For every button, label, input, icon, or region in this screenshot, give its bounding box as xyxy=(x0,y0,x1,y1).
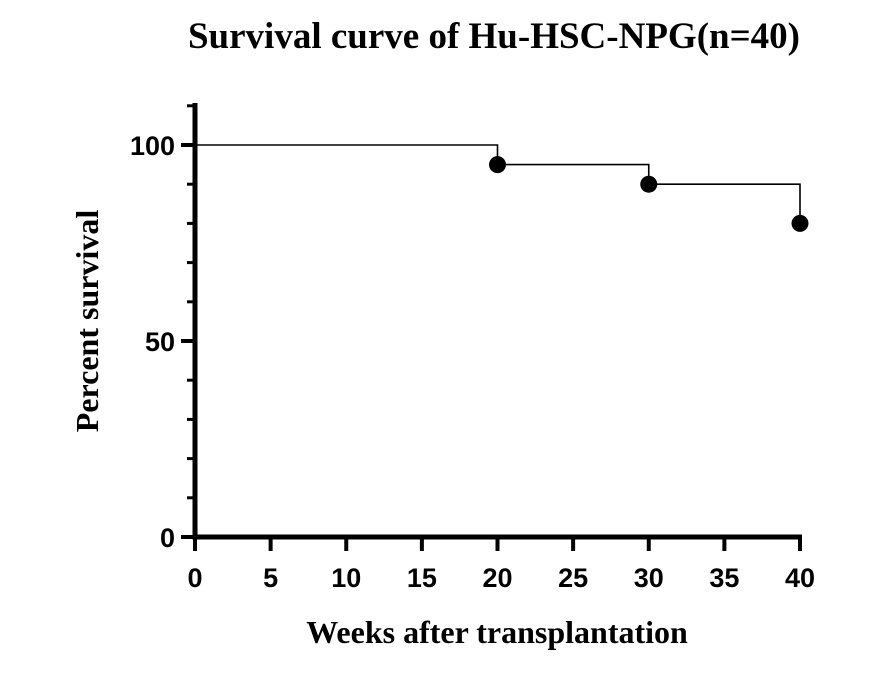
x-tick-label: 0 xyxy=(187,563,202,593)
x-tick-label: 15 xyxy=(407,563,437,593)
survival-point xyxy=(640,175,658,193)
survival-point xyxy=(489,156,506,174)
x-axis-label: Weeks after transplantation xyxy=(306,614,688,650)
x-tick-label: 40 xyxy=(785,563,815,593)
y-axis-label: Percent survival xyxy=(69,210,105,433)
x-tick-label: 30 xyxy=(634,563,664,593)
plot-area: 0 50 100 0 5 10 15 20 25 30 35 40 xyxy=(130,103,815,593)
x-tick-label: 20 xyxy=(482,563,512,593)
y-tick-label: 50 xyxy=(145,327,175,357)
x-tick-label: 25 xyxy=(558,563,588,593)
chart-title: Survival curve of Hu-HSC-NPG(n=40) xyxy=(188,16,800,57)
x-tick-label: 35 xyxy=(709,563,739,593)
survival-step-line xyxy=(195,144,801,224)
x-tick-label: 5 xyxy=(263,563,278,593)
survival-point xyxy=(791,214,809,232)
y-tick-label: 100 xyxy=(130,131,175,161)
y-tick-label: 0 xyxy=(160,523,175,553)
x-tick-label: 10 xyxy=(331,563,361,593)
